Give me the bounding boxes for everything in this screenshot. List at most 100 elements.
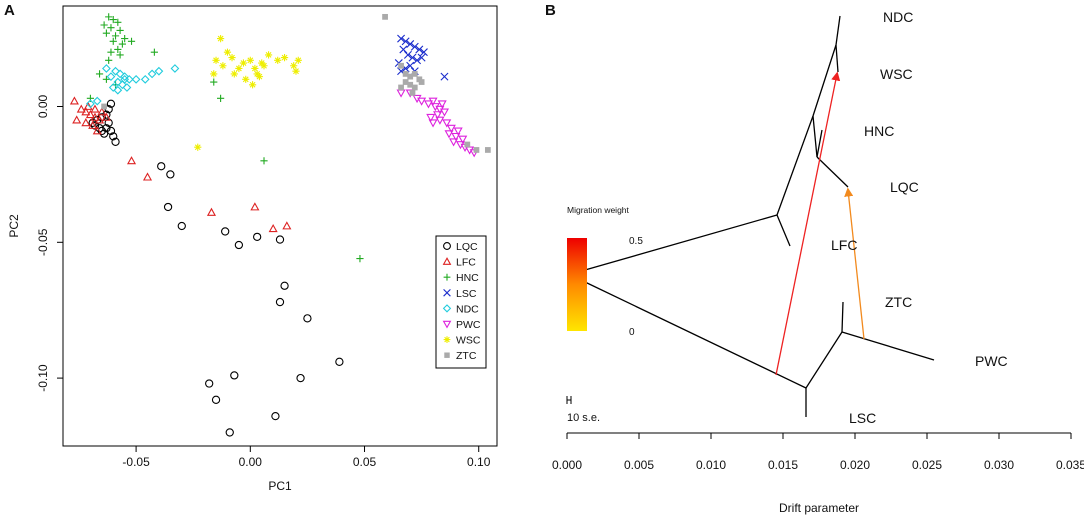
- branch-pwc: [841, 331, 935, 361]
- pca-x-axis-label: PC1: [268, 479, 292, 493]
- pca-point-pwc: [433, 111, 443, 120]
- branch-to-wsc-clade: [776, 115, 814, 216]
- pca-point-wsc: [280, 54, 289, 62]
- pca-point-hnc: [260, 157, 268, 165]
- pca-point-lfc: [90, 104, 100, 113]
- pca-point-hnc: [109, 37, 117, 45]
- pca-point-hnc: [105, 13, 113, 21]
- pca-point-lqc: [177, 221, 186, 231]
- pca-point-pwc: [444, 130, 454, 139]
- pca-point-hnc: [356, 254, 364, 263]
- pca-point-ztc: [402, 79, 409, 85]
- pca-legend-marker-lsc: [443, 289, 451, 297]
- pca-legend-label-lsc: LSC: [456, 288, 477, 300]
- pca-x-axis: -0.05 0.00 0.05 0.10: [122, 446, 491, 469]
- pca-point-pwc: [426, 113, 436, 123]
- pca-point-ndc: [120, 74, 130, 84]
- pca-point-wsc: [290, 62, 298, 70]
- pca-point-ztc: [464, 141, 471, 148]
- pca-point-lsc: [440, 72, 449, 81]
- pca-point-ztc: [382, 13, 388, 20]
- pca-point-lsc: [406, 40, 415, 49]
- pca-point-lqc: [230, 371, 239, 380]
- pca-point-lqc: [303, 314, 312, 323]
- pca-point-hnc: [114, 18, 122, 26]
- pca-legend-label-ztc: ZTC: [456, 350, 477, 362]
- pca-point-ztc: [398, 62, 404, 69]
- pca-point-ztc: [407, 73, 414, 80]
- pca-point-wsc: [210, 70, 218, 78]
- pca-point-hnc: [150, 48, 158, 56]
- pca-point-pwc: [458, 135, 468, 144]
- pca-point-lsc: [406, 61, 415, 70]
- pca-point-hnc: [102, 29, 110, 37]
- pca-point-lqc: [221, 227, 230, 236]
- pca-legend-marker-wsc: [443, 336, 451, 343]
- migration-edge-ztc-to-lqc: [844, 187, 865, 340]
- pca-point-lqc: [163, 202, 173, 212]
- scale-bar-label: 10 s.e.: [567, 412, 600, 424]
- pca-legend-label-wsc: WSC: [456, 335, 481, 347]
- pca-point-lsc: [417, 53, 426, 62]
- drift-axis-tick-label: 0.020: [840, 458, 870, 472]
- pca-point-ztc: [418, 79, 425, 85]
- pca-point-hnc: [105, 56, 113, 64]
- pca-legend-box: [435, 235, 487, 369]
- pca-point-lqc: [253, 232, 262, 242]
- pca-point-wsc: [246, 56, 254, 64]
- pca-point-lqc: [106, 126, 116, 136]
- pca-point-wsc: [194, 143, 202, 151]
- pca-point-pwc: [439, 108, 449, 117]
- pca-point-lsc: [413, 56, 422, 65]
- treemix-panel: 0.000 0.005 0.010 0.015 0.020 0.025 0.030 0.035…: [552, 9, 1084, 515]
- migration-legend-low-label: 0: [629, 327, 635, 338]
- pca-point-ndc: [120, 72, 130, 81]
- pca-point-lfc: [250, 202, 260, 211]
- tree-branches: [584, 15, 935, 417]
- pca-point-lfc: [101, 112, 111, 121]
- pca-point-wsc: [292, 67, 300, 75]
- pca-legend-label-lfc: LFC: [456, 257, 476, 269]
- pca-point-ndc: [106, 72, 116, 81]
- pca-point-lqc: [109, 132, 118, 141]
- pca-legend-marker-lqc: [443, 242, 451, 250]
- pca-point-lfc: [90, 112, 100, 121]
- pca-point-ndc: [115, 69, 125, 79]
- branch-hnc: [816, 129, 823, 158]
- drift-axis-tick-label: 0.000: [552, 458, 582, 472]
- pca-series-ndc: [86, 64, 180, 109]
- taxa-labels: NDC WSC HNC LQC LFC ZTC PWC LSC: [831, 9, 1008, 426]
- pca-series-lqc: [88, 99, 344, 437]
- pca-point-hnc: [100, 21, 108, 29]
- pca-point-pwc: [437, 100, 447, 109]
- pca-point-ndc: [170, 64, 180, 73]
- pca-x-tick-label: -0.05: [122, 455, 150, 469]
- pca-y-tick-label: 0.00: [36, 94, 50, 118]
- pca-point-pwc: [423, 100, 434, 109]
- pca-point-lqc: [275, 235, 285, 244]
- pca-y-axis-label: PC2: [7, 214, 21, 238]
- drift-axis-tick-label: 0.030: [984, 458, 1014, 472]
- taxon-label-lfc: LFC: [831, 237, 857, 253]
- taxon-label-ndc: NDC: [883, 9, 913, 25]
- pca-point-lfc: [92, 126, 102, 135]
- pca-series-wsc: [194, 34, 302, 151]
- pca-point-lsc: [403, 50, 412, 59]
- pca-point-lfc: [76, 104, 86, 113]
- pca-point-hnc: [102, 75, 110, 83]
- pca-legend-label-lqc: LQC: [456, 241, 478, 253]
- pca-point-hnc: [116, 51, 124, 59]
- branch-wsc: [835, 44, 839, 73]
- pca-point-pwc: [449, 138, 459, 147]
- drift-axis-label: Drift parameter: [779, 501, 859, 515]
- pca-point-wsc: [294, 56, 302, 64]
- pca-x-tick-label: 0.05: [353, 455, 377, 469]
- pca-point-lsc: [410, 42, 419, 51]
- pca-point-lqc: [234, 240, 244, 250]
- pca-point-ndc: [113, 85, 123, 95]
- pca-series-ztc: [101, 13, 491, 153]
- pca-point-ztc: [411, 84, 418, 91]
- pca-point-wsc: [235, 64, 243, 73]
- pca-point-wsc: [260, 62, 268, 70]
- taxon-label-ztc: ZTC: [885, 294, 912, 310]
